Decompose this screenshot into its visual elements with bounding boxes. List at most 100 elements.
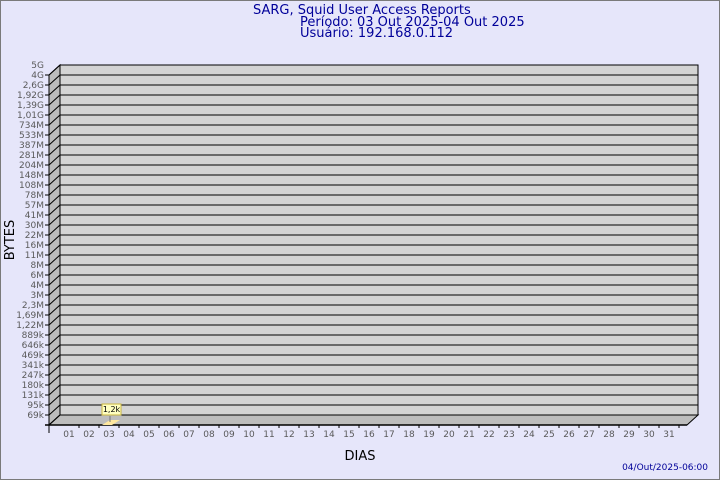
y-tick-label: 341k [22,361,45,371]
x-tick-label: 11 [263,430,274,440]
y-tick-label: 11M [25,251,44,261]
gridline-wall [48,324,61,336]
x-tick-label: 14 [323,430,335,440]
x-tick-label: 12 [283,430,294,440]
x-tick-label: 22 [483,430,494,440]
x-tick-label: 18 [403,430,415,440]
y-tick-label: 22M [25,231,44,241]
y-tick-label: 95k [27,401,44,411]
x-tick-label: 03 [103,430,114,440]
gridline-wall [48,284,61,296]
gridline-wall [48,394,61,406]
x-tick-label: 05 [143,430,154,440]
y-tick-label: 2,6G [23,81,44,91]
y-tick-label: 646k [22,341,45,351]
y-tick-label: 1,69M [16,311,44,321]
y-tick-label: 78M [25,191,44,201]
x-tick-label: 01 [63,430,74,440]
y-tick-label: 5G [31,61,44,71]
plot-floor [47,414,700,426]
y-axis-title: BYTES [3,220,18,261]
y-tick-label: 131k [22,391,45,401]
gridline-wall [48,344,61,356]
y-tick-label: 8M [31,261,45,271]
gridline-wall [48,294,61,306]
x-tick-label: 06 [163,430,175,440]
gridline-wall [48,404,61,416]
plot-back-wall [59,64,699,416]
x-tick-label: 07 [183,430,194,440]
gridline-wall [48,384,61,396]
y-tick-label: 734M [19,121,44,131]
y-tick-label: 1,92G [17,91,44,101]
y-tick-label: 247k [22,371,45,381]
x-tick-label: 31 [663,430,674,440]
gridline-wall [48,224,61,236]
x-tick-label: 19 [423,430,435,440]
y-tick-label: 30M [25,221,44,231]
gridline-wall [48,414,61,426]
report-timestamp: 04/Out/2025-06:00 [622,463,708,473]
y-tick-label: 387M [19,141,44,151]
x-tick-label: 20 [443,430,455,440]
x-tick-label: 27 [583,430,594,440]
gridline-wall [48,184,61,196]
y-tick-label: 148M [19,171,44,181]
gridline-wall [48,354,61,366]
gridline-wall [48,84,61,96]
gridline-wall [48,304,61,316]
gridline-wall [48,254,61,266]
gridline-wall [48,64,61,76]
y-tick-label: 2,3M [22,301,44,311]
y-tick-label: 6M [31,271,45,281]
x-tick-label: 17 [383,430,394,440]
x-tick-label: 23 [503,430,514,440]
gridline-wall [48,214,61,226]
plot-left-wall [48,63,61,427]
y-tick-label: 1,01G [17,111,44,121]
data-label: 1,2k [103,405,121,414]
gridline-wall [48,74,61,86]
y-tick-label: 57M [25,201,44,211]
gridline-wall [48,194,61,206]
gridline-wall [48,94,61,106]
x-tick-label: 21 [463,430,474,440]
x-tick-label: 08 [203,430,215,440]
gridline-wall [48,104,61,116]
gridline-wall [48,374,61,386]
x-tick-label: 26 [563,430,575,440]
period-label: Período: 03 Out 2025-04 Out 2025 [300,15,525,30]
y-tick-label: 108M [19,181,44,191]
gridline-wall [48,314,61,326]
y-tick-label: 204M [19,161,44,171]
y-tick-label: 1,22M [16,321,44,331]
x-tick-label: 25 [543,430,554,440]
x-tick-label: 02 [83,430,94,440]
gridline-wall [48,274,61,286]
x-tick-label: 04 [123,430,135,440]
y-tick-label: 4M [31,281,45,291]
y-tick-label: 16M [25,241,44,251]
x-tick-label: 30 [643,430,655,440]
y-tick-label: 1,39G [17,101,44,111]
y-tick-label: 69k [27,411,44,421]
gridline-wall [48,114,61,126]
x-tick-label: 29 [623,430,635,440]
gridline-wall [48,234,61,246]
y-tick-label: 3M [31,291,45,301]
y-tick-label: 533M [19,131,44,141]
gridline-wall [48,124,61,136]
x-tick-label: 16 [363,430,375,440]
x-axis-title: DIAS [345,449,376,464]
data-label-box [101,403,122,416]
y-tick-label: 281M [19,151,44,161]
gridline-wall [48,164,61,176]
gridline-wall [48,154,61,166]
gridline-wall [48,244,61,256]
x-tick-label: 24 [523,430,535,440]
x-tick-label: 15 [343,430,354,440]
user-label: Usuário: 192.168.0.112 [300,26,454,41]
chart-title: SARG, Squid User Access Reports [253,3,471,18]
gridline-wall [48,144,61,156]
bar-day-03 [102,420,120,425]
